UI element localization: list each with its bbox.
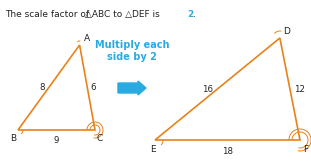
Text: 2: 2 (187, 10, 193, 19)
Text: 6: 6 (90, 83, 96, 92)
Text: 18: 18 (222, 147, 233, 156)
Text: 16: 16 (202, 85, 213, 93)
FancyArrow shape (118, 81, 146, 95)
Text: .: . (193, 10, 196, 19)
Text: The scale factor of: The scale factor of (5, 10, 92, 19)
Text: 8: 8 (39, 83, 45, 92)
Text: D: D (283, 27, 290, 36)
Text: Multiply each
side by 2: Multiply each side by 2 (95, 40, 169, 62)
Text: F: F (303, 145, 308, 154)
Text: B: B (10, 134, 16, 143)
Text: 9: 9 (54, 136, 59, 145)
Text: A: A (84, 34, 90, 43)
Text: E: E (150, 145, 156, 154)
Text: C: C (97, 134, 103, 143)
Text: △ABC to △DEF is: △ABC to △DEF is (85, 10, 163, 19)
Text: 12: 12 (294, 85, 305, 93)
